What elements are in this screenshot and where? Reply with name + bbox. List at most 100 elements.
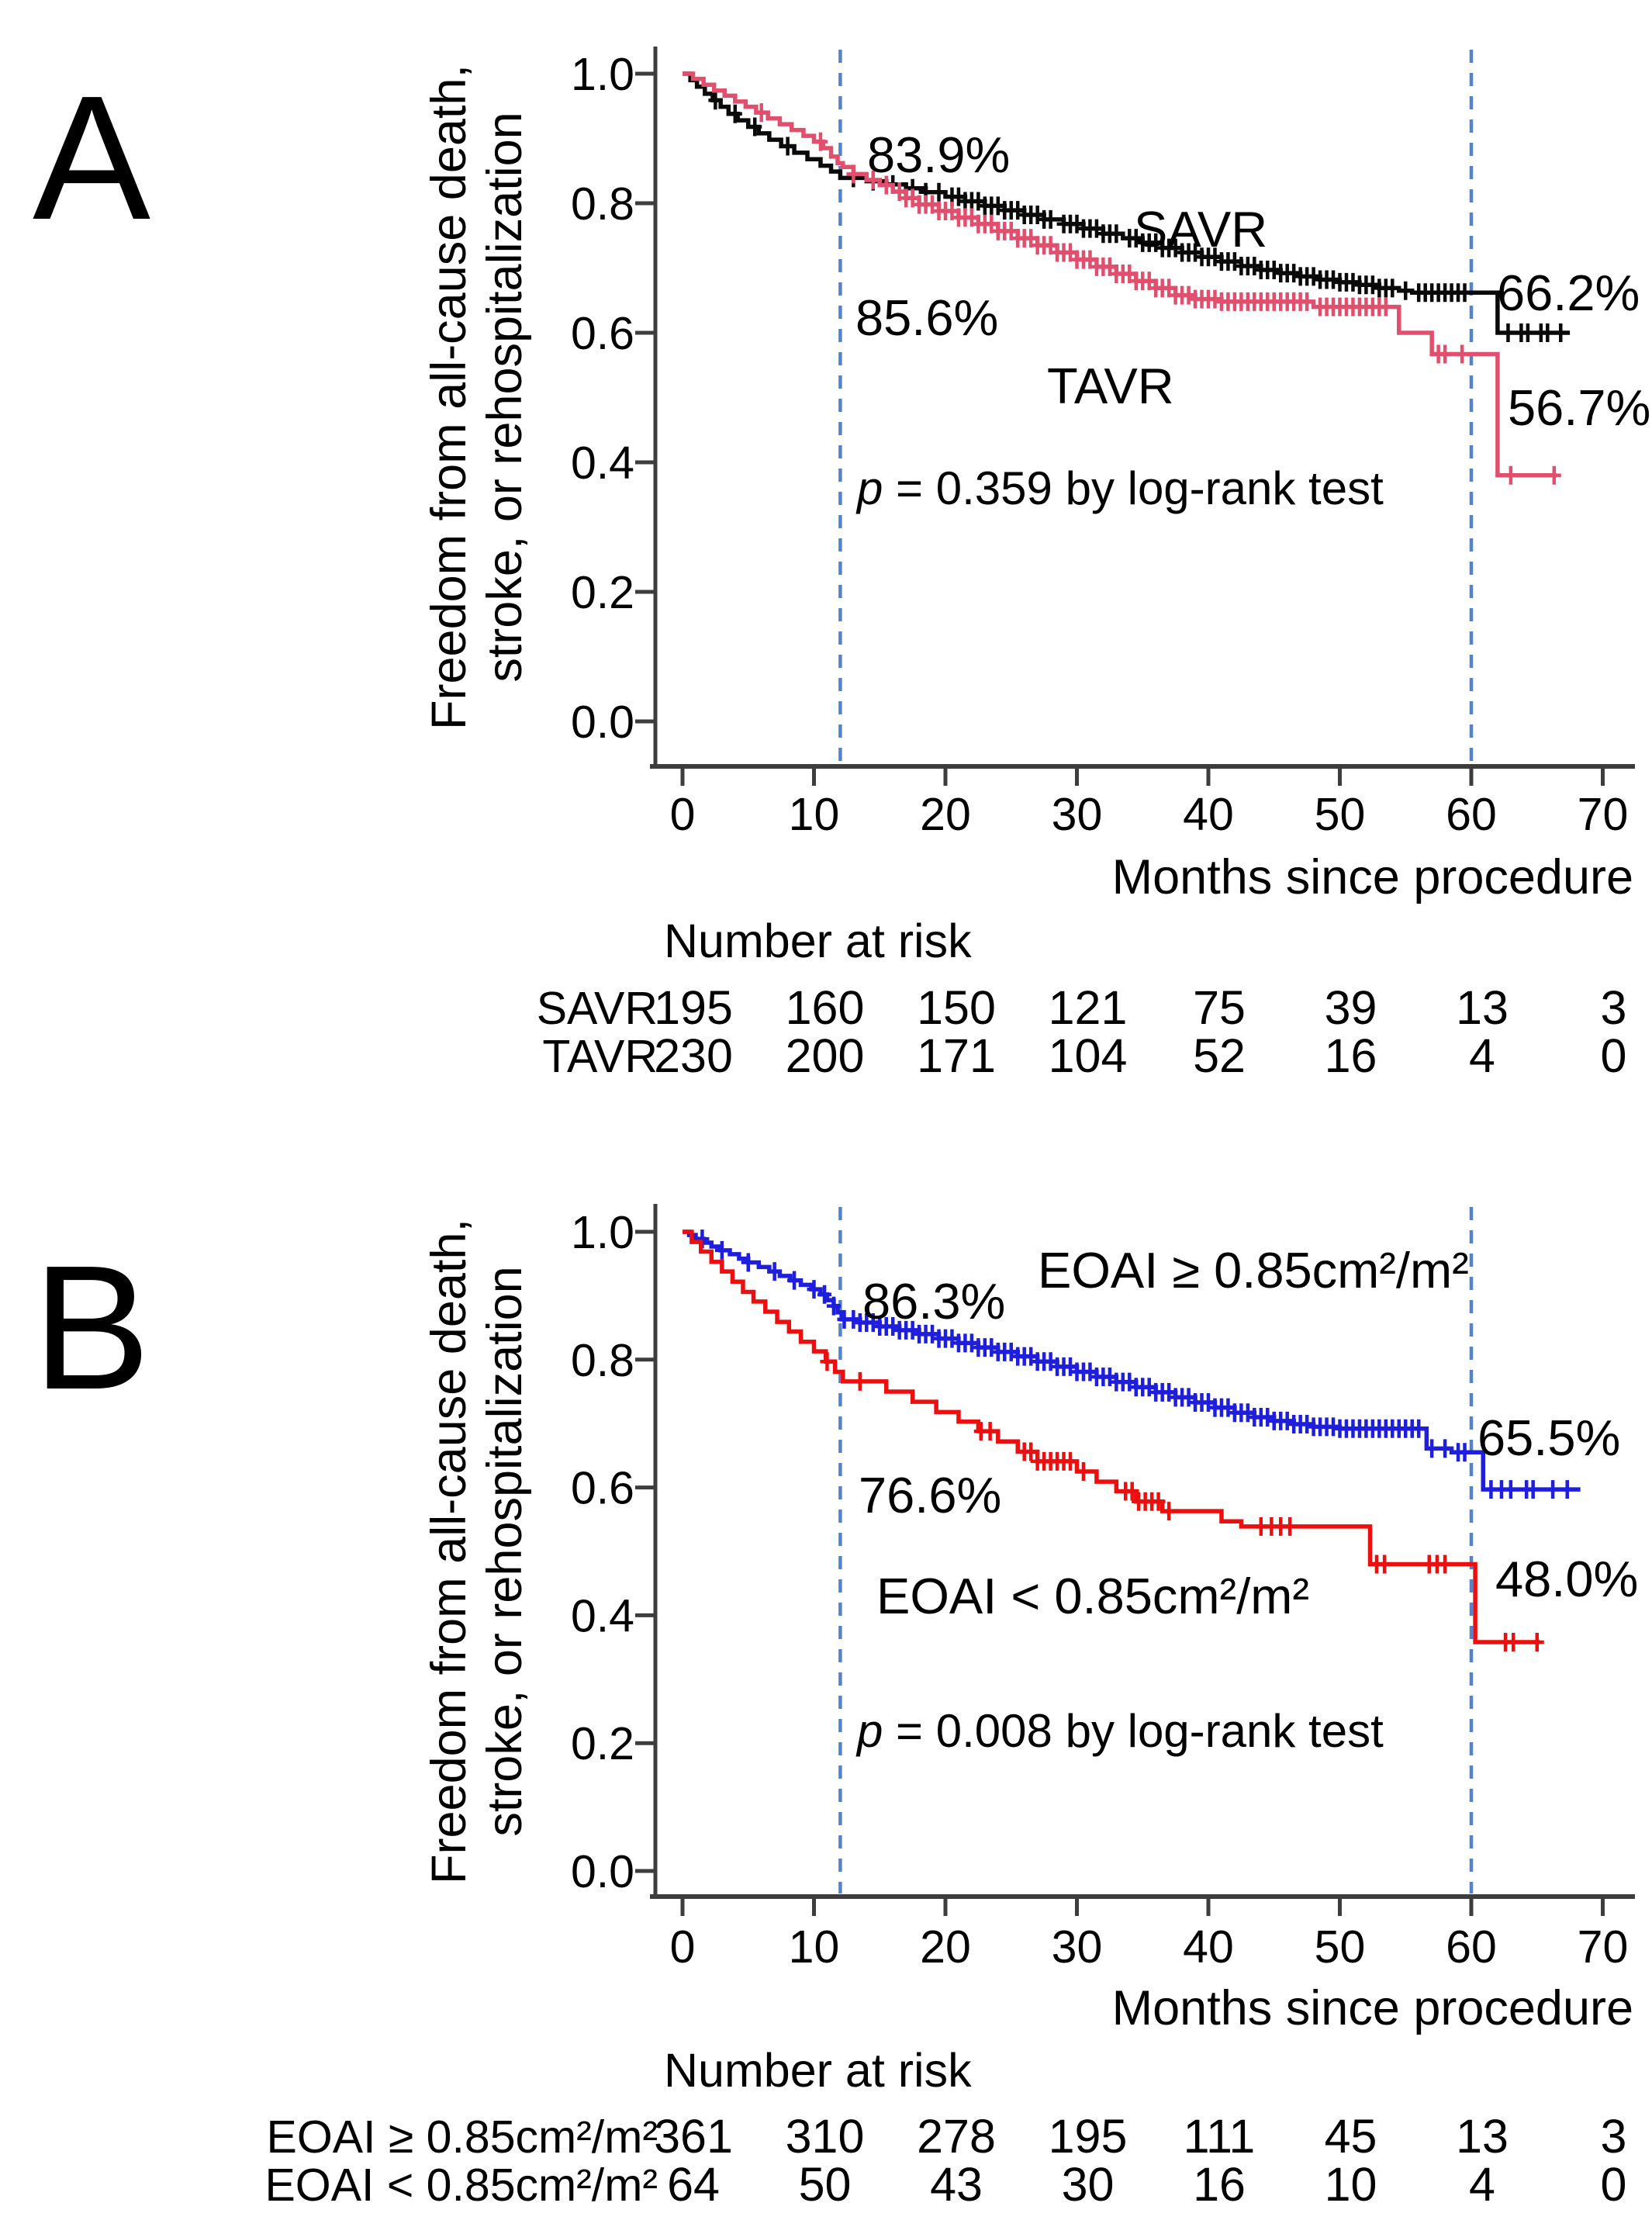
panel-a-censor-mark xyxy=(780,137,795,156)
panel-a-annotation: 66.2% xyxy=(1497,265,1640,321)
panel-b-risk-row-label: EOAI ≥ 0.85cm²/m² xyxy=(267,2111,658,2163)
panel-b-risk-cell: 111 xyxy=(1184,2110,1256,2163)
panel-a-censor-mark xyxy=(1109,224,1124,244)
panel-b-censor-mark xyxy=(820,1352,835,1371)
panel-a-censor-mark xyxy=(879,175,893,195)
panel-b-censor-mark xyxy=(1412,1419,1426,1438)
panel-a-censor-mark xyxy=(754,103,769,123)
panel-a-censor-mark xyxy=(1287,264,1301,283)
panel-b-censor-mark xyxy=(1503,1480,1518,1499)
panel-b-annotation: EOAI < 0.85cm²/m² xyxy=(876,1568,1309,1624)
panel-b-x-tick-label: 20 xyxy=(920,1921,971,1973)
panel-a-annotation: 85.6% xyxy=(855,289,998,346)
panel-b-risk-cell: 278 xyxy=(917,2110,996,2163)
panel-a-censor-mark xyxy=(866,170,880,189)
panel-b-censor-mark xyxy=(1125,1482,1139,1501)
panel-b-annotation: 48.0% xyxy=(1495,1551,1638,1607)
panel-a-y-axis-title-line1: Freedom from all-cause death, xyxy=(422,64,476,730)
panel-a-x-tick-label: 70 xyxy=(1578,789,1629,840)
panel-b-y-tick-label: 0.2 xyxy=(571,1718,634,1769)
panel-a-censor-mark xyxy=(1554,323,1568,342)
panel-a-x-tick-label: 30 xyxy=(1052,789,1103,840)
panel-a-censor-mark xyxy=(1181,285,1196,305)
panel-a-x-tick-label: 40 xyxy=(1183,789,1234,840)
panel-a-risk-cell: 171 xyxy=(917,1029,996,1082)
panel-b-censor-mark xyxy=(1063,1451,1078,1471)
panel-a-censor-mark xyxy=(728,104,742,123)
panel-b-risk-cell: 45 xyxy=(1325,2110,1377,2163)
panel-a-censor-mark xyxy=(1385,278,1400,298)
panel-a-y-axis-title-line2: stroke, or rehospitalization xyxy=(478,112,532,682)
panel-a-risk-cell: 13 xyxy=(1456,981,1509,1034)
panel-a-censor-mark xyxy=(1547,465,1561,485)
panel-b-x-tick-label: 50 xyxy=(1315,1921,1366,1973)
panel-a-risk-cell: 230 xyxy=(654,1029,733,1082)
panel-a-censor-mark xyxy=(1346,272,1360,292)
panel-a-x-axis-title: Months since procedure xyxy=(1112,850,1633,904)
panel-b-censor-mark xyxy=(905,1320,920,1340)
generated-chart-layer: 0.00.20.40.60.81.00 10 20 30 40 50 60 7083.9%SA… xyxy=(264,47,1650,2211)
panel-a-x-tick-label: 0 xyxy=(670,789,696,840)
panel-a-risk-cell: 150 xyxy=(917,981,996,1034)
panel-a-y-tick-label: 1.0 xyxy=(571,49,634,100)
panel-a-annotation: SAVR xyxy=(1134,201,1267,258)
panel-a-risk-cell: 39 xyxy=(1325,981,1377,1034)
panel-b-x-tick-label: 30 xyxy=(1052,1921,1103,1973)
panel-a-censor-mark xyxy=(1398,281,1413,300)
panel-b-censor-mark xyxy=(1377,1554,1392,1574)
panel-b-censor-mark xyxy=(807,1280,821,1299)
panel-b-y-tick-label: 1.0 xyxy=(571,1207,634,1258)
panel-b-censor-mark xyxy=(1151,1492,1166,1511)
panel-b-letter: B xyxy=(33,1229,150,1427)
panel-a-censor-mark xyxy=(1378,297,1393,316)
panel-a-x-tick-label: 20 xyxy=(920,789,971,840)
panel-b-censor-mark xyxy=(714,1240,729,1260)
panel-a-censor-mark xyxy=(1208,289,1222,309)
panel-b-risk-cell: 64 xyxy=(667,2158,720,2211)
panel-a-censor-mark xyxy=(846,164,861,184)
panel-b-y-tick-label: 0.8 xyxy=(571,1335,634,1386)
panel-b-censor-mark xyxy=(1425,1439,1439,1458)
panel-b-censor-mark xyxy=(1560,1480,1574,1499)
panel-b-censor-mark xyxy=(1438,1554,1453,1574)
panel-b-censor-mark xyxy=(1326,1417,1341,1437)
panel-a-risk-cell: 160 xyxy=(786,981,865,1034)
panel-b-censor-mark xyxy=(817,1285,832,1304)
panel-b-x-tick-label: 60 xyxy=(1446,1921,1497,1973)
panel-a-censor-mark xyxy=(1365,275,1380,295)
panel-b-y-axis-title-line2: stroke, or rehospitalization xyxy=(478,1266,532,1836)
panel-b-censor-mark xyxy=(886,1316,900,1336)
panel-b-risk-cell: 10 xyxy=(1325,2158,1377,2211)
panel-a-censor-mark xyxy=(1520,323,1535,342)
panel-b-risk-cell: 4 xyxy=(1469,2158,1495,2211)
panel-b-risk-cell: 0 xyxy=(1601,2158,1627,2211)
panel-a-risk-cell: 4 xyxy=(1469,1029,1495,1082)
panel-b-y-tick-label: 0.6 xyxy=(571,1463,634,1514)
panel-a-risk-cell: 121 xyxy=(1049,981,1128,1034)
panel-a-risk-cell: 104 xyxy=(1049,1029,1128,1082)
panel-b-y-tick-label: 0.4 xyxy=(571,1590,634,1641)
panel-b-censor-mark xyxy=(787,1271,802,1290)
panel-b-x-axis-title: Months since procedure xyxy=(1112,1981,1633,2035)
panel-b-censor-mark xyxy=(852,1371,867,1391)
panel-a-letter: A xyxy=(33,60,150,257)
panel-a-censor-mark xyxy=(1503,465,1518,485)
panel-b-censor-mark xyxy=(1526,1480,1540,1499)
panel-b-censor-mark xyxy=(1300,1415,1315,1434)
panel-b-censor-mark xyxy=(741,1253,755,1272)
panel-b-risk-row-label: EOAI < 0.85cm²/m² xyxy=(264,2160,658,2211)
panel-b-pvalue-rest: = 0.008 by log-rank test xyxy=(883,1705,1384,1757)
panel-a-risk-cell: 200 xyxy=(786,1029,865,1082)
panel-b-risk-cell: 310 xyxy=(786,2110,865,2163)
panel-b-censor-mark xyxy=(846,1309,861,1329)
panel-a-censor-mark xyxy=(1043,209,1058,229)
panel-a-pvalue-rest: = 0.359 by log-rank test xyxy=(883,462,1384,514)
panel-b-risk-cell: 43 xyxy=(930,2158,983,2211)
panel-b-censor-mark xyxy=(767,1262,782,1281)
panel-a-y-tick-label: 0.8 xyxy=(571,178,634,230)
panel-b-risk-table-title: Number at risk xyxy=(664,2044,972,2097)
panel-a-censor-mark xyxy=(1306,267,1321,286)
panel-a-censor-mark xyxy=(1455,344,1470,364)
